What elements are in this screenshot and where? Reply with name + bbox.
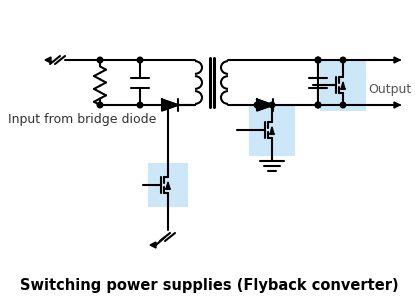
Bar [249,104,295,156]
Polygon shape [394,57,400,63]
Text: Input from bridge diode: Input from bridge diode [8,113,156,127]
Circle shape [315,102,321,108]
Circle shape [315,57,321,63]
Circle shape [165,102,171,108]
Text: Output: Output [368,84,411,96]
Polygon shape [341,82,345,89]
Circle shape [137,57,143,63]
Circle shape [340,102,346,108]
Circle shape [315,57,321,63]
Polygon shape [45,57,51,63]
Circle shape [269,102,275,108]
Polygon shape [150,242,156,248]
Circle shape [97,102,103,108]
Polygon shape [394,102,400,108]
Bar [320,59,366,111]
Polygon shape [162,99,178,111]
Polygon shape [166,182,170,189]
Circle shape [137,102,143,108]
Circle shape [315,102,321,108]
Polygon shape [257,99,273,111]
Text: Switching power supplies (Flyback converter): Switching power supplies (Flyback conver… [20,278,398,293]
Circle shape [340,57,346,63]
Circle shape [97,57,103,63]
Circle shape [254,102,260,108]
Polygon shape [270,127,274,134]
Bar [148,163,188,207]
